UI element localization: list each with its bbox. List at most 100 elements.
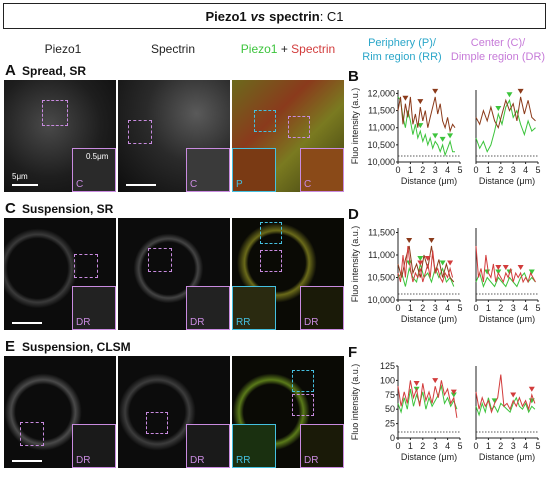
- x-tick-label: 5: [535, 303, 540, 313]
- y-tick-label: 75: [385, 390, 395, 400]
- x-tick-label: 4: [445, 165, 450, 175]
- inset-label: P: [236, 179, 243, 190]
- inset-zoom-center: DR: [300, 424, 344, 468]
- roi-box-center: [260, 250, 282, 272]
- image-a-piezo1: C 5μm 0.5μm: [4, 80, 116, 192]
- roi-box-periphery: [254, 110, 276, 132]
- x-axis-label: Distance (μm): [401, 452, 457, 462]
- inset-zoom: DR: [72, 424, 116, 468]
- peak-marker: [495, 106, 502, 111]
- x-tick-label: 2: [420, 441, 425, 451]
- legend-center: Center (C)/Dimple region (DR): [450, 37, 546, 63]
- inset-zoom-center: DR: [300, 286, 344, 330]
- inset-zoom: C: [186, 148, 230, 192]
- legend-periphery: Periphery (P)/Rim region (RR): [362, 37, 442, 63]
- scale-bar: [12, 322, 42, 324]
- panel-e-title: Suspension, CLSM: [22, 340, 131, 354]
- x-tick-label: 3: [511, 303, 516, 313]
- x-tick-label: 1: [486, 165, 491, 175]
- roi-box: [128, 120, 152, 144]
- series-line: [397, 96, 456, 133]
- peak-marker: [484, 269, 491, 275]
- x-tick-label: 3: [433, 303, 438, 313]
- inset-zoom: DR: [186, 424, 230, 468]
- peak-marker: [450, 389, 457, 395]
- x-tick-label: 1: [486, 303, 491, 313]
- x-axis-label: Distance (μm): [401, 314, 457, 324]
- peak-marker: [413, 381, 420, 387]
- x-tick-label: 4: [523, 441, 528, 451]
- inset-zoom: DR: [72, 286, 116, 330]
- roi-box: [20, 422, 44, 446]
- panel-c-title: Suspension, SR: [22, 202, 114, 216]
- x-tick-label: 3: [433, 165, 438, 175]
- x-tick-label: 0: [395, 441, 400, 451]
- peak-marker: [417, 260, 424, 266]
- image-a-merge: P C: [232, 80, 344, 192]
- x-tick-label: 4: [523, 165, 528, 175]
- scale-bar: [12, 184, 38, 186]
- x-tick-label: 1: [408, 165, 413, 175]
- roi-box: [148, 248, 172, 272]
- peak-marker: [406, 260, 413, 266]
- peak-marker: [432, 133, 439, 139]
- panel-letter-e: E: [5, 338, 16, 355]
- series-line: [397, 384, 458, 414]
- peak-marker: [417, 123, 424, 129]
- y-tick-label: 0: [390, 433, 395, 443]
- inset-zoom-periphery: RR: [232, 286, 276, 330]
- inset-label: DR: [76, 317, 91, 328]
- inset-zoom-periphery: P: [232, 148, 276, 192]
- x-tick-label: 2: [498, 165, 503, 175]
- roi-box: [42, 100, 68, 126]
- x-tick-label: 2: [420, 165, 425, 175]
- roi-box-center: [288, 116, 310, 138]
- x-tick-label: 0: [395, 303, 400, 313]
- inset-zoom-periphery: RR: [232, 424, 276, 468]
- peak-marker: [491, 398, 498, 404]
- peak-marker: [517, 88, 524, 94]
- peak-marker: [432, 378, 439, 384]
- peak-marker: [495, 265, 502, 270]
- peak-marker: [417, 99, 424, 105]
- peak-marker: [447, 260, 454, 266]
- y-tick-label: 10,500: [367, 273, 395, 283]
- inset-label: DR: [76, 455, 91, 466]
- scale-bar-label: 5μm: [12, 172, 28, 181]
- series-line: [475, 396, 536, 417]
- inset-zoom-center: C: [300, 148, 344, 192]
- series-line: [475, 96, 536, 130]
- image-a-spectrin: C: [118, 80, 230, 192]
- peak-marker: [450, 392, 457, 398]
- peak-marker: [402, 95, 409, 101]
- roi-box-center: [292, 394, 314, 416]
- peak-marker: [528, 386, 535, 392]
- panel-letter-c: C: [5, 200, 16, 217]
- peak-marker: [432, 88, 439, 94]
- y-axis-label: Fluo intensity (a.u.): [350, 364, 360, 441]
- image-c-piezo1: DR: [4, 218, 116, 330]
- peak-marker: [439, 260, 446, 266]
- series-line: [475, 271, 536, 289]
- inset-label: RR: [236, 317, 251, 328]
- inset-zoom: DR: [186, 286, 230, 330]
- x-tick-label: 1: [408, 441, 413, 451]
- y-tick-label: 25: [385, 419, 395, 429]
- x-tick-label: 2: [498, 303, 503, 313]
- x-tick-label: 5: [457, 441, 462, 451]
- peak-marker: [528, 269, 535, 275]
- x-tick-label: 3: [511, 441, 516, 451]
- x-axis-label: Distance (μm): [479, 176, 535, 186]
- x-tick-label: 3: [433, 441, 438, 451]
- roi-box-periphery: [260, 222, 282, 244]
- x-tick-label: 1: [486, 441, 491, 451]
- peak-marker: [428, 238, 435, 243]
- inset-label: DR: [304, 455, 319, 466]
- figure-title: Piezo1 vs spectrin: C1: [3, 3, 546, 29]
- panel-letter-d: D: [348, 206, 359, 223]
- y-tick-label: 10,000: [367, 295, 395, 305]
- x-tick-label: 4: [523, 303, 528, 313]
- x-tick-label: 0: [473, 165, 478, 175]
- peak-marker: [517, 265, 524, 270]
- series-line: [475, 98, 536, 153]
